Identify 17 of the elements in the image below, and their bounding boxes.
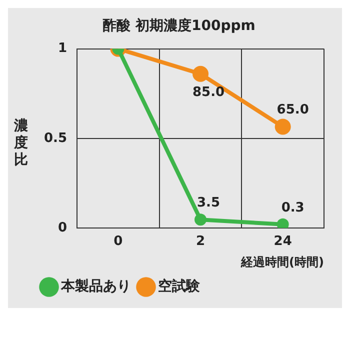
annotation: 85.0 bbox=[192, 84, 225, 100]
legend-label: 空試験 bbox=[158, 278, 201, 295]
annotation: 0.3 bbox=[281, 200, 304, 216]
point bbox=[274, 118, 291, 135]
legend-label: 本製品あり bbox=[60, 278, 131, 295]
y-tick-label: 0 bbox=[58, 220, 68, 236]
y-tick-label: 1 bbox=[58, 41, 68, 56]
x-axis-title: 経過時間(時間) bbox=[240, 254, 324, 269]
annotation: 65.0 bbox=[276, 102, 309, 118]
x-tick-label: 2 bbox=[196, 234, 206, 250]
chart-title: 酢酸 初期濃度100ppm bbox=[102, 17, 256, 34]
y-tick-label: 0.5 bbox=[44, 130, 68, 146]
y-axis-title: 濃度比 bbox=[14, 118, 28, 168]
annotation: 3.5 bbox=[197, 195, 220, 210]
point bbox=[194, 214, 207, 226]
x-tick-label: 0 bbox=[114, 234, 123, 250]
x-tick-label: 24 bbox=[274, 234, 292, 250]
